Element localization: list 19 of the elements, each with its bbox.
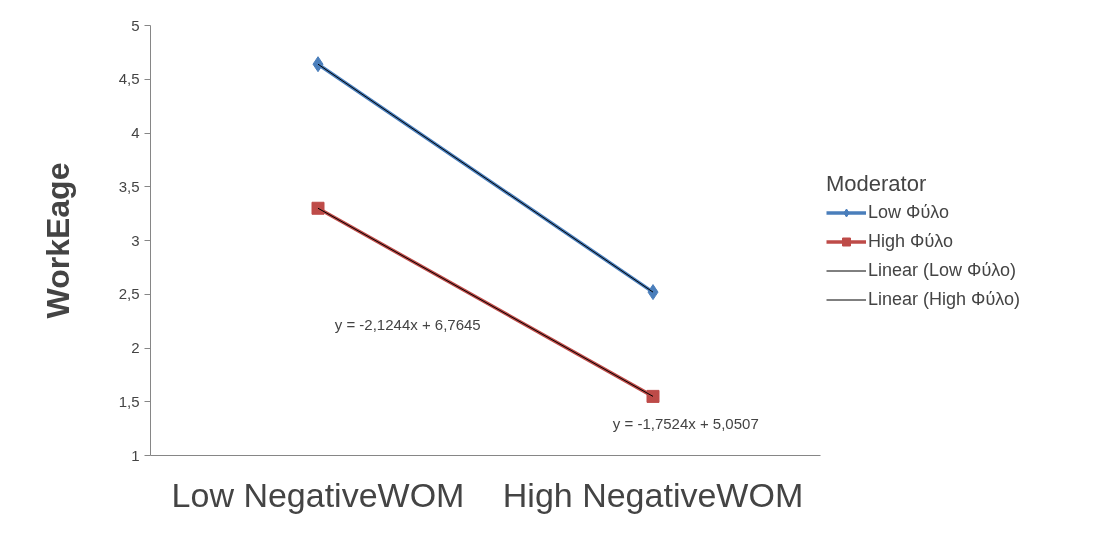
y-tick-label: 3,5 xyxy=(118,177,140,195)
annotation: y = -2,1244x + 6,7645 xyxy=(334,315,481,333)
legend-label: High Φύλο xyxy=(868,230,953,252)
legend-label: Low Φύλο xyxy=(868,201,949,223)
annotation: y = -1,7524x + 5,0507 xyxy=(612,414,759,432)
y-tick-label: 2 xyxy=(131,339,140,356)
legend-title: Moderator xyxy=(826,170,928,197)
y-tick-label: 4,5 xyxy=(118,70,140,88)
legend-label: Linear (Low Φύλο) xyxy=(868,259,1016,281)
y-tick-label: 5 xyxy=(131,16,140,34)
y-tick-label: 2,5 xyxy=(118,285,140,303)
y-axis-title: WorkEage xyxy=(39,162,76,319)
x-tick-label: High NegativeWOM xyxy=(502,475,804,514)
y-tick-label: 1,5 xyxy=(118,392,140,410)
y-tick-label: 3 xyxy=(131,231,140,249)
y-tick-label: 1 xyxy=(131,446,140,464)
legend-label: Linear (High Φύλο) xyxy=(868,288,1020,310)
x-tick-label: Low NegativeWOM xyxy=(171,475,465,514)
y-tick-label: 4 xyxy=(131,124,140,141)
